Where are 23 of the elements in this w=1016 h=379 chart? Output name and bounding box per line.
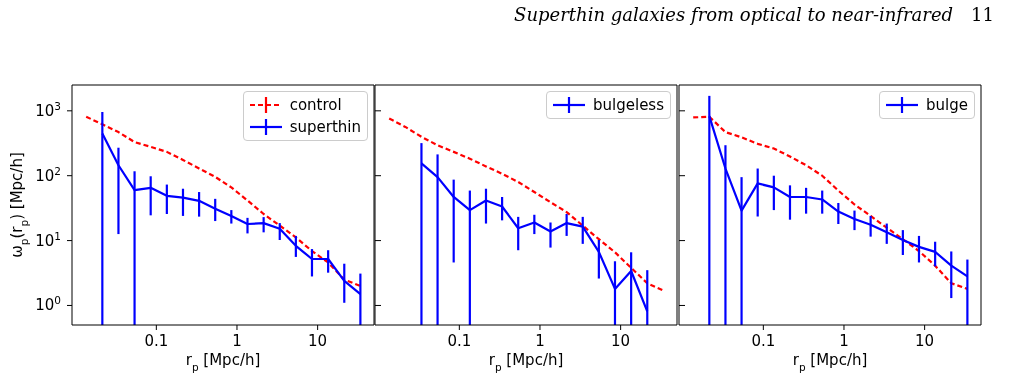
- x-tick-label: 1: [839, 332, 849, 350]
- x-tick-label: 1: [535, 332, 545, 350]
- x-tick-label: 1: [232, 332, 242, 350]
- x-tick-label: 10: [611, 332, 631, 350]
- y-tick-label: 10$^{2}$: [35, 164, 61, 185]
- x-axis-title: r$_{p}$ [Mpc/h]: [185, 351, 261, 373]
- x-tick-label: 10: [308, 332, 328, 350]
- text: 11: [971, 4, 994, 25]
- x-axis-title: r$_{p}$ [Mpc/h]: [792, 351, 868, 373]
- y-tick-label: 10$^{0}$: [35, 294, 61, 315]
- x-tick-label: 0.1: [447, 332, 472, 350]
- text: Superthin galaxies from optical to near-infrared: [514, 4, 954, 25]
- y-tick-label: 10$^{1}$: [35, 229, 61, 250]
- x-tick-label: 10: [915, 332, 935, 350]
- legend-label: bulgeless: [593, 96, 664, 114]
- x-tick-label: 0.1: [144, 332, 169, 350]
- legend-label: superthin: [289, 118, 361, 136]
- y-tick-label: 10$^{3}$: [35, 99, 61, 120]
- line-series: [85, 115, 362, 288]
- x-axis-title: r$_{p}$ [Mpc/h]: [488, 351, 564, 373]
- legend-label: bulge: [926, 96, 968, 114]
- legend-label: control: [289, 96, 342, 114]
- x-tick-label: 0.1: [751, 332, 776, 350]
